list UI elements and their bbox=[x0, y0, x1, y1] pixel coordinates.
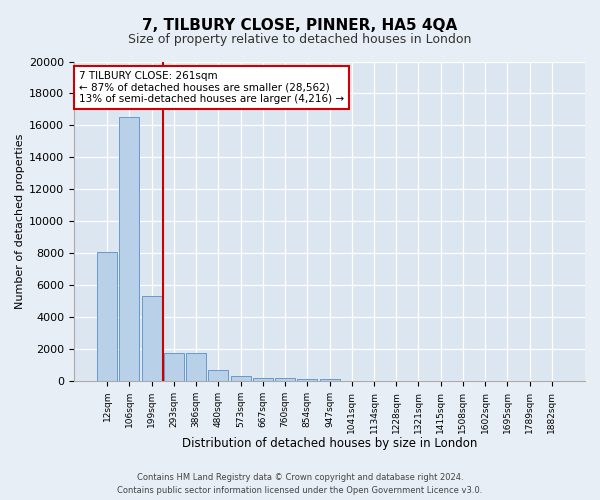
Text: Contains HM Land Registry data © Crown copyright and database right 2024.
Contai: Contains HM Land Registry data © Crown c… bbox=[118, 473, 482, 495]
Bar bbox=[119, 118, 139, 381]
Text: 7, TILBURY CLOSE, PINNER, HA5 4QA: 7, TILBURY CLOSE, PINNER, HA5 4QA bbox=[142, 18, 458, 32]
Bar bbox=[142, 296, 161, 381]
Bar bbox=[230, 376, 251, 381]
Bar bbox=[275, 378, 295, 381]
Y-axis label: Number of detached properties: Number of detached properties bbox=[15, 134, 25, 309]
Bar bbox=[164, 353, 184, 381]
Bar bbox=[208, 370, 229, 381]
Bar bbox=[320, 379, 340, 381]
Bar bbox=[97, 252, 117, 381]
Bar bbox=[186, 353, 206, 381]
Text: 7 TILBURY CLOSE: 261sqm
← 87% of detached houses are smaller (28,562)
13% of sem: 7 TILBURY CLOSE: 261sqm ← 87% of detache… bbox=[79, 71, 344, 104]
Text: Size of property relative to detached houses in London: Size of property relative to detached ho… bbox=[128, 32, 472, 46]
Bar bbox=[253, 378, 273, 381]
X-axis label: Distribution of detached houses by size in London: Distribution of detached houses by size … bbox=[182, 437, 477, 450]
Bar bbox=[297, 378, 317, 381]
